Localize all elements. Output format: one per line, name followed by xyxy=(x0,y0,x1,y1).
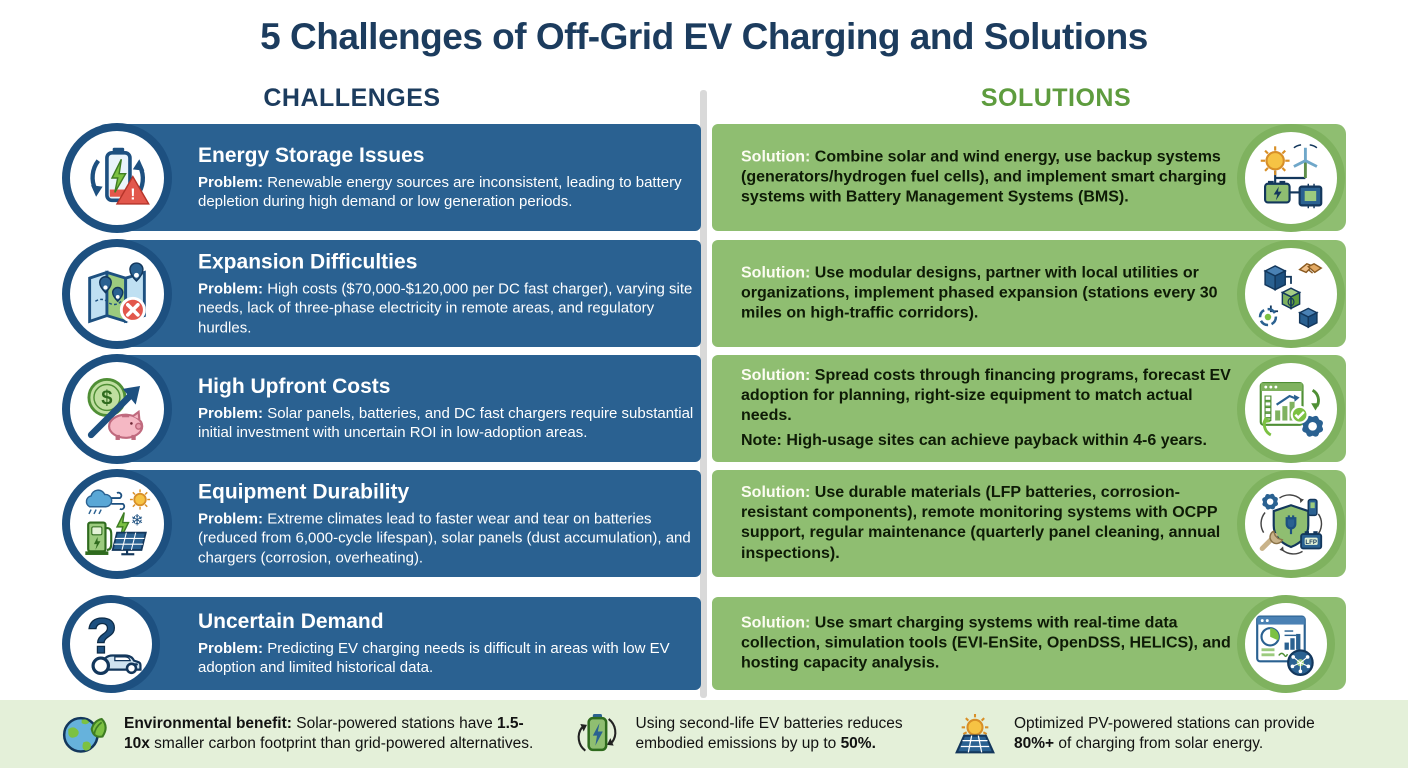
shield-maintenance-lfp-icon: LFP xyxy=(1259,493,1323,555)
page-title: 5 Challenges of Off-Grid EV Charging and… xyxy=(260,16,1148,57)
solution-text: Use smart charging systems with real-tim… xyxy=(741,613,1231,672)
solution-text: Use modular designs, partner with local … xyxy=(741,263,1218,322)
solution-text-block: Solution: Use smart charging systems wit… xyxy=(741,613,1231,674)
challenge-problem: Problem: Renewable energy sources are in… xyxy=(198,173,700,212)
problem-label: Problem: xyxy=(198,639,264,657)
solution-label: Solution: xyxy=(741,263,811,281)
solution-icon-circle xyxy=(1237,239,1345,348)
solution-text: Combine solar and wind energy, use backu… xyxy=(741,147,1227,206)
financing-dashboard-check-gear-icon xyxy=(1259,381,1324,437)
problem-label: Problem: xyxy=(198,404,264,422)
challenge-problem: Problem: Predicting EV charging needs is… xyxy=(198,639,700,678)
solutions-column-header: SOLUTIONS xyxy=(980,84,1132,112)
challenge-icon-circle: ! xyxy=(62,122,172,233)
problem-label: Problem: xyxy=(198,279,264,297)
footer-item-second-life-batteries: Using second-life EV batteries reduces e… xyxy=(572,709,928,759)
column-divider xyxy=(700,90,707,698)
row-equipment-durability: ❄ Equipment Durability Problem: Extr xyxy=(0,468,1408,579)
solution-text-block: Solution: Spread costs through financing… xyxy=(741,366,1231,452)
problem-text: Predicting EV charging needs is difficul… xyxy=(198,639,670,677)
footer-item-environmental: Environmental benefit: Solar-powered sta… xyxy=(60,709,549,759)
solution-icon-circle xyxy=(1237,354,1345,463)
challenge-bar xyxy=(96,240,701,347)
extreme-climate-equipment-icon: ❄ xyxy=(85,488,151,555)
challenge-icon-circle xyxy=(62,238,172,349)
solution-text-block: Solution: Use modular designs, partner w… xyxy=(741,263,1231,324)
footer-bold-value: 1.5-10x xyxy=(124,715,524,752)
row-uncertain-demand: ? Uncertain Demand Problem: Predicting E… xyxy=(0,594,1408,693)
svg-text:❄: ❄ xyxy=(131,512,144,529)
challenge-icon-circle: ? xyxy=(62,594,160,693)
challenge-bar xyxy=(96,124,701,231)
problem-text: Solar panels, batteries, and DC fast cha… xyxy=(198,404,694,442)
challenge-icon-circle: $ xyxy=(62,353,172,464)
problem-text: Extreme climates lead to faster wear and… xyxy=(198,509,691,566)
solution-icon-circle xyxy=(1237,123,1345,232)
problem-label: Problem: xyxy=(198,509,264,527)
cost-growth-piggy-bank-icon: $ xyxy=(87,377,144,440)
solution-text-block: Solution: Use durable materials (LFP bat… xyxy=(741,483,1231,565)
svg-text:!: ! xyxy=(130,186,135,203)
earth-leaf-icon xyxy=(62,716,107,753)
challenge-bar xyxy=(96,470,701,577)
solution-label: Solution: xyxy=(741,613,811,631)
solution-text-block: Solution: Combine solar and wind energy,… xyxy=(741,147,1231,208)
solution-label: Solution: xyxy=(741,483,811,501)
challenges-column-header: CHALLENGES xyxy=(263,84,441,112)
svg-text:$: $ xyxy=(101,387,112,409)
footer-item-pv-powered: Optimized PV-powered stations can provid… xyxy=(950,709,1350,759)
solar-wind-battery-chip-icon xyxy=(1260,143,1323,208)
challenge-title: High Upfront Costs xyxy=(198,374,391,398)
battery-warning-icon: ! xyxy=(90,147,150,205)
footer-facts-bar: Environmental benefit: Solar-powered sta… xyxy=(0,700,1408,768)
footer-bold-value: 50%. xyxy=(840,735,876,752)
challenge-title: Uncertain Demand xyxy=(198,609,384,633)
map-pins-error-icon xyxy=(88,261,146,323)
challenge-problem: Problem: Extreme climates lead to faster… xyxy=(198,509,700,568)
solution-label: Solution: xyxy=(741,147,811,165)
problem-label: Problem: xyxy=(198,173,264,191)
challenge-title: Expansion Difficulties xyxy=(198,249,418,273)
footer-bold-value: 80%+ xyxy=(1014,735,1055,752)
solution-text: Use durable materials (LFP batteries, co… xyxy=(741,483,1221,562)
challenge-problem: Problem: Solar panels, batteries, and DC… xyxy=(198,404,700,443)
challenge-title: Equipment Durability xyxy=(198,479,410,503)
challenge-bar xyxy=(96,597,701,690)
solution-text: Spread costs through financing programs,… xyxy=(741,366,1231,425)
svg-text:LFP: LFP xyxy=(1305,538,1317,545)
row-upfront-costs: $ High Upfront Costs Problem: Solar pane… xyxy=(0,353,1408,464)
rows-container: ! Energy Storage Issues Problem: Renewab… xyxy=(0,122,1408,698)
row-expansion: Expansion Difficulties Problem: High cos… xyxy=(0,238,1408,349)
challenge-icon-circle: ❄ xyxy=(62,468,172,579)
row-energy-storage: ! Energy Storage Issues Problem: Renewab… xyxy=(0,122,1408,233)
battery-recycle-icon xyxy=(577,714,616,752)
solution-label: Solution: xyxy=(741,366,811,384)
solution-note: Note: High-usage sites can achieve payba… xyxy=(741,431,1231,451)
smart-data-dashboard-icon xyxy=(1256,615,1314,676)
challenge-problem: Problem: High costs ($70,000-$120,000 pe… xyxy=(198,279,700,338)
challenge-bar xyxy=(96,355,701,462)
problem-text: High costs ($70,000-$120,000 per DC fast… xyxy=(198,279,693,336)
problem-text: Renewable energy sources are inconsisten… xyxy=(198,173,682,211)
modular-cubes-handshake-icon xyxy=(1258,262,1323,328)
solution-icon-circle xyxy=(1237,594,1335,693)
note-text: High-usage sites can achieve payback wit… xyxy=(786,431,1207,449)
note-label: Note: xyxy=(741,431,782,449)
challenge-title: Energy Storage Issues xyxy=(198,143,425,167)
sun-solar-panel-icon xyxy=(955,714,995,754)
footer-bold-lead: Environmental benefit: xyxy=(124,715,292,733)
solution-icon-circle: LFP xyxy=(1237,469,1345,578)
question-mark-car-icon: ? xyxy=(86,612,142,675)
